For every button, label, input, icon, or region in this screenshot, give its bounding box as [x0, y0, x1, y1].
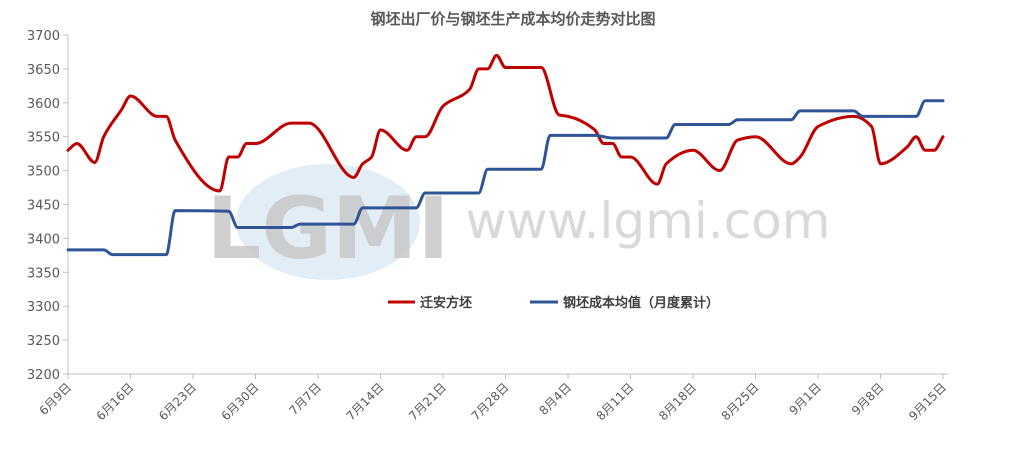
y-tick-label: 3500	[27, 165, 60, 180]
watermark: LGMI www.lgmi.com	[207, 164, 831, 280]
y-tick-label: 3550	[27, 131, 60, 146]
chart-title: 钢坯出厂价与钢坯生产成本均价走势对比图	[370, 10, 655, 28]
y-axis-ticks: 3200 3250 3300 3350 3400 3450 3500 3550 3600 3650…	[27, 29, 68, 383]
legend: 迁安方坯 钢坯成本均值（月度累计）	[388, 295, 719, 311]
x-tick-label: 7月21日	[406, 380, 449, 423]
x-axis-ticks: 6月9日 6月16日 6月23日 6月30日 7月7日 7月14日 7月21日 7月28日 8月…	[36, 374, 949, 423]
watermark-logo-ellipse	[236, 164, 420, 280]
x-tick-label: 8月11日	[594, 380, 637, 423]
x-tick-label: 8月18日	[656, 380, 699, 423]
x-tick-label: 6月16日	[94, 380, 137, 423]
series-lines	[66, 53, 945, 257]
y-tick-label: 3450	[27, 199, 60, 214]
y-tick-label: 3600	[27, 97, 60, 112]
y-tick-label: 3650	[27, 63, 60, 78]
y-tick-label: 3200	[27, 368, 60, 383]
legend-item-cost[interactable]: 钢坯成本均值（月度累计）	[530, 295, 719, 311]
x-tick-label: 7月7日	[286, 380, 324, 418]
legend-label: 迁安方坯	[420, 295, 472, 311]
y-tick-label: 3250	[27, 334, 60, 349]
x-tick-label: 6月30日	[219, 380, 262, 423]
y-tick-label: 3400	[27, 232, 60, 247]
y-tick-label: 3700	[27, 29, 60, 44]
x-tick-label: 8月4日	[536, 380, 574, 418]
x-tick-label: 6月23日	[156, 380, 199, 423]
x-tick-label: 9月8日	[849, 380, 887, 418]
y-tick-label: 3300	[27, 300, 60, 315]
x-tick-label: 6月9日	[36, 380, 74, 418]
series-line-qianan-billet	[66, 53, 945, 193]
x-tick-label: 9月1日	[786, 380, 824, 418]
x-tick-label: 7月14日	[344, 380, 387, 423]
x-tick-label: 9月15日	[906, 380, 949, 423]
legend-label: 钢坯成本均值（月度累计）	[563, 295, 719, 311]
legend-item-qianan[interactable]: 迁安方坯	[388, 295, 472, 311]
watermark-url: www.lgmi.com	[466, 192, 831, 250]
series-line-billet-cost	[66, 99, 945, 257]
x-tick-label: 7月28日	[469, 380, 512, 423]
x-tick-label: 8月25日	[719, 380, 762, 423]
y-tick-label: 3350	[27, 266, 60, 281]
